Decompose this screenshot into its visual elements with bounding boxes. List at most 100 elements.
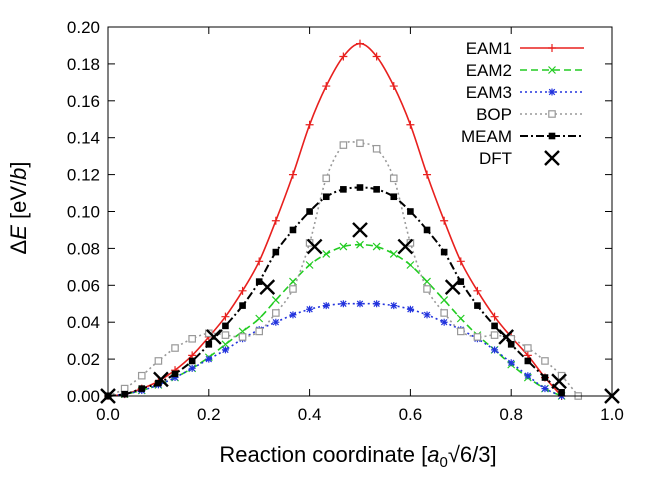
y-tick-label: 0.02 (67, 350, 100, 369)
legend-marker (544, 150, 560, 166)
y-tick-label: 0.08 (67, 239, 100, 258)
legend-entry-eam3: EAM3 (466, 83, 584, 102)
data-point-eam3 (541, 385, 549, 393)
data-point-bop (473, 333, 482, 341)
data-point-bop (188, 335, 196, 343)
data-point-eam2 (221, 340, 230, 349)
data-point-dft (306, 238, 323, 255)
x-tick-label: 0.2 (197, 405, 221, 424)
data-point-eam1 (423, 170, 432, 179)
data-point-meam (558, 389, 565, 396)
data-point-meam (272, 248, 280, 256)
data-point-eam1 (389, 82, 398, 91)
data-point-eam1 (238, 286, 247, 295)
data-point-bop (322, 174, 331, 183)
data-point-meam (356, 184, 364, 191)
x-tick-label: 1.0 (600, 405, 624, 424)
data-point-meam (474, 302, 481, 309)
data-point-eam2 (406, 261, 415, 269)
data-point-eam3 (440, 318, 448, 326)
data-point-bop (154, 357, 163, 365)
data-point-bop (541, 357, 549, 365)
data-point-meam (524, 357, 532, 365)
data-point-eam3 (205, 355, 213, 363)
data-point-eam1 (322, 82, 331, 91)
plot-area (100, 39, 620, 404)
data-point-eam1 (288, 170, 297, 179)
data-point-meam (390, 193, 398, 201)
data-point-eam3 (306, 305, 314, 313)
data-point-eam3 (188, 364, 196, 372)
data-point-eam1 (372, 52, 381, 61)
data-point-eam1 (305, 120, 314, 129)
data-point-eam3 (289, 311, 297, 319)
data-point-eam3 (272, 318, 280, 326)
data-point-meam (541, 374, 549, 381)
data-point-eam2 (339, 242, 348, 251)
data-point-eam2 (322, 250, 331, 258)
data-point-eam2 (271, 296, 280, 304)
data-point-meam (340, 186, 347, 193)
data-point-eam1 (255, 257, 264, 266)
data-point-eam1 (356, 39, 364, 48)
data-point-eam3 (322, 302, 330, 310)
data-point-eam2 (440, 296, 449, 304)
data-point-eam2 (372, 242, 381, 251)
data-point-meam (121, 390, 128, 398)
legend-marker (548, 110, 556, 118)
data-point-bop (339, 141, 348, 149)
data-point-eam2 (389, 250, 398, 258)
data-point-bop (389, 174, 398, 183)
legend-entry-dft: DFT (479, 149, 560, 168)
data-point-eam1 (473, 286, 482, 295)
data-point-meam (507, 341, 515, 348)
y-tick-label: 0.04 (67, 313, 100, 332)
data-point-eam3 (373, 300, 381, 308)
y-tick-label: 0.16 (67, 92, 100, 111)
data-point-meam (255, 278, 263, 285)
legend-entry-eam1: EAM1 (466, 39, 584, 58)
data-point-bop (490, 331, 499, 339)
x-axis-label: Reaction coordinate [a0√6/3] (219, 442, 496, 471)
x-tick-label: 0.4 (298, 405, 322, 424)
series-line-eam1 (107, 42, 563, 397)
series-meam (104, 184, 565, 400)
data-point-eam1 (406, 120, 415, 129)
series-line-eam2 (107, 243, 562, 397)
data-point-meam (239, 302, 246, 309)
data-point-bop (289, 285, 297, 293)
data-point-eam3 (171, 374, 179, 382)
data-point-eam1 (339, 52, 348, 61)
series-bop (104, 139, 583, 400)
data-point-eam1 (271, 216, 280, 225)
legend-marker (548, 66, 556, 74)
data-point-bop (238, 333, 247, 341)
axes: 0.00 0.02 0.04 0.06 0.08 0.10 0.12 0.14 0.16 0.18… (67, 18, 624, 424)
y-tick-label: 0.14 (67, 129, 100, 148)
data-point-eam1 (456, 257, 465, 266)
data-point-bop (423, 285, 431, 293)
data-point-eam2 (423, 277, 431, 286)
data-point-eam3 (491, 346, 499, 354)
data-point-dft (205, 329, 222, 345)
y-tick-label: 0.20 (67, 18, 100, 37)
data-point-meam (138, 385, 146, 392)
data-point-eam1 (221, 312, 230, 321)
data-point-eam1 (440, 216, 449, 225)
y-tick-label: 0.18 (67, 55, 100, 74)
data-point-bop (372, 144, 381, 153)
data-point-bop (524, 344, 532, 352)
data-point-eam3 (507, 359, 515, 367)
legend-label: BOP (476, 105, 512, 124)
y-tick-label: 0.12 (67, 166, 100, 185)
legend-label: EAM3 (466, 83, 512, 102)
y-tick-label: 0.10 (67, 203, 100, 222)
data-point-eam2 (456, 314, 465, 323)
y-tick-label: 0.00 (67, 387, 100, 406)
data-point-dft (259, 279, 276, 295)
data-point-eam1 (490, 312, 499, 321)
data-point-meam (188, 357, 196, 365)
data-point-meam (171, 370, 179, 378)
data-point-eam3 (406, 305, 414, 313)
